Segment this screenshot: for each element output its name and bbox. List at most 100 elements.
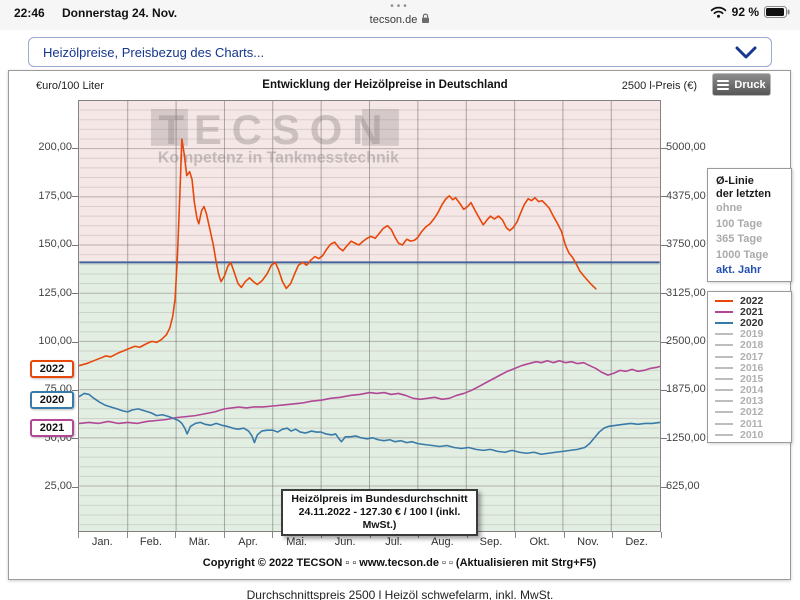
legend-swatch: [715, 400, 733, 403]
left-axis-unit: €uro/100 Liter: [36, 80, 104, 92]
chart-scope-dropdown[interactable]: Heizölpreise, Preisbezug des Charts...: [28, 37, 772, 67]
right-axis-unit: 2500 l-Preis (€): [621, 80, 697, 92]
avg-panel-title1: Ø-Linie: [716, 175, 754, 187]
series-line-2020: [79, 392, 660, 456]
legend-swatch: [715, 422, 733, 425]
legend-swatch: [715, 411, 733, 414]
legend-item-2014[interactable]: 2014: [708, 384, 791, 397]
left-tick-mark: [72, 196, 78, 198]
price-tooltip: Heizölpreis im Bundesdurchschnitt 24.11.…: [281, 489, 478, 536]
month-tick: [223, 532, 225, 538]
legend-year-label: 2022: [740, 294, 764, 307]
right-tick-mark: [661, 293, 667, 295]
legend-swatch: [715, 355, 733, 358]
avg-option-100-Tage[interactable]: 100 Tage: [716, 217, 763, 230]
legend-item-2020[interactable]: 2020: [708, 317, 791, 329]
left-axis-tick: 200,00: [38, 141, 72, 154]
legend-year-label: 2016: [740, 361, 764, 374]
month-tick: [175, 532, 177, 538]
month-label-Jul: Jul.: [385, 536, 403, 548]
legend-year-label: 2013: [740, 395, 764, 408]
legend-swatch: [715, 344, 733, 347]
legend-item-2021[interactable]: 2021: [708, 306, 791, 318]
legend-swatch: [715, 377, 733, 380]
legend-year-label: 2014: [740, 384, 764, 397]
left-tick-mark: [72, 486, 78, 488]
legend-panel: 2022 2021 2020 2019 2018 2017 2016 2015 2014 2013…: [707, 291, 792, 443]
status-bar: 22:46 Donnerstag 24. Nov. ••• tecson.de …: [0, 0, 800, 30]
month-tick: [563, 532, 565, 538]
month-label-Mai: Mai.: [286, 536, 307, 548]
series-start-label-2020: 2020: [30, 390, 74, 409]
right-axis-tick: 5000,00: [666, 141, 706, 154]
month-label-Dez: Dez.: [625, 536, 648, 548]
series-start-label-2021: 2021: [30, 418, 74, 437]
series-start-label-2022: 2022: [30, 359, 74, 378]
right-tick-mark: [661, 244, 667, 246]
status-date: Donnerstag 24. Nov.: [62, 6, 178, 20]
print-button[interactable]: Druck: [712, 73, 771, 96]
legend-item-2016[interactable]: 2016: [708, 361, 791, 374]
left-tick-mark: [72, 293, 78, 295]
month-tick: [661, 532, 662, 538]
series-line-2022: [79, 138, 597, 367]
legend-item-2019[interactable]: 2019: [708, 328, 791, 341]
tooltip-line2: 24.11.2022 - 127.30 € / 100 l (inkl. MwS…: [298, 506, 461, 531]
left-tick-mark: [72, 389, 78, 391]
legend-year-label: 2010: [740, 428, 764, 441]
left-axis-tick: 25,00: [44, 480, 72, 493]
left-axis-tick: 175,00: [38, 189, 72, 202]
legend-swatch: [715, 333, 733, 336]
avg-panel-title2: der letzten: [716, 188, 772, 200]
legend-swatch: [715, 299, 733, 302]
left-tick-mark: [72, 244, 78, 246]
month-label-Jun: Jun.: [334, 536, 356, 548]
right-tick-mark: [661, 438, 667, 440]
legend-item-2010[interactable]: 2010: [708, 428, 791, 441]
month-tick: [515, 532, 517, 538]
legend-list: 2022 2021 2020 2019 2018 2017 2016 2015 2014 2013…: [708, 294, 791, 441]
right-tick-mark: [661, 389, 667, 391]
tooltip-line1: Heizölpreis im Bundesdurchschnitt: [291, 493, 468, 505]
legend-item-2018[interactable]: 2018: [708, 339, 791, 352]
footer-note: Durchschnittspreis 2500 l Heizöl schwefe…: [246, 588, 554, 600]
battery-percent: 92 %: [731, 5, 759, 19]
left-axis-tick: 100,00: [38, 335, 72, 348]
print-button-label: Druck: [734, 78, 766, 91]
watermark-brand: TECSON: [158, 106, 392, 153]
avg-option-ohne[interactable]: ohne: [716, 202, 743, 214]
avg-option-365-Tage[interactable]: 365 Tage: [716, 233, 763, 245]
right-tick-mark: [661, 341, 667, 343]
month-tick: [272, 532, 274, 538]
legend-item-2017[interactable]: 2017: [708, 351, 791, 363]
avg-option-akt--Jahr[interactable]: akt. Jahr: [716, 264, 762, 276]
month-label-Feb: Feb.: [139, 536, 162, 548]
right-axis-tick: 3750,00: [666, 238, 706, 251]
battery-icon: [764, 6, 790, 18]
dropdown-label: Heizölpreise, Preisbezug des Charts...: [43, 44, 265, 60]
avg-option-1000-Tage[interactable]: 1000 Tage: [716, 248, 769, 261]
copyright-line: Copyright © 2022 TECSON ▫ ▫ www.tecson.d…: [202, 557, 597, 569]
status-time: 22:46: [14, 6, 45, 20]
host-text: tecson.de: [369, 14, 418, 26]
right-axis-tick: 3125,00: [666, 286, 706, 299]
chevron-down-icon[interactable]: [735, 46, 757, 59]
legend-item-2012[interactable]: 2012: [708, 406, 791, 419]
legend-item-2011[interactable]: 2011: [708, 418, 791, 430]
legend-swatch: [715, 433, 733, 436]
legend-year-label: 2012: [740, 406, 764, 419]
month-tick: [78, 532, 79, 538]
status-right-cluster: 92 %: [710, 5, 790, 19]
month-label-Mär: Mär.: [188, 536, 211, 548]
legend-item-2013[interactable]: 2013: [708, 395, 791, 408]
legend-item-2022[interactable]: 2022: [708, 294, 791, 307]
left-axis-tick: 150,00: [38, 238, 72, 251]
address-host: tecson.de: [0, 13, 800, 26]
legend-year-label: 2019: [740, 328, 764, 341]
legend-swatch: [715, 366, 733, 369]
legend-year-label: 2018: [740, 339, 764, 352]
legend-item-2015[interactable]: 2015: [708, 373, 791, 385]
right-tick-mark: [661, 196, 667, 198]
